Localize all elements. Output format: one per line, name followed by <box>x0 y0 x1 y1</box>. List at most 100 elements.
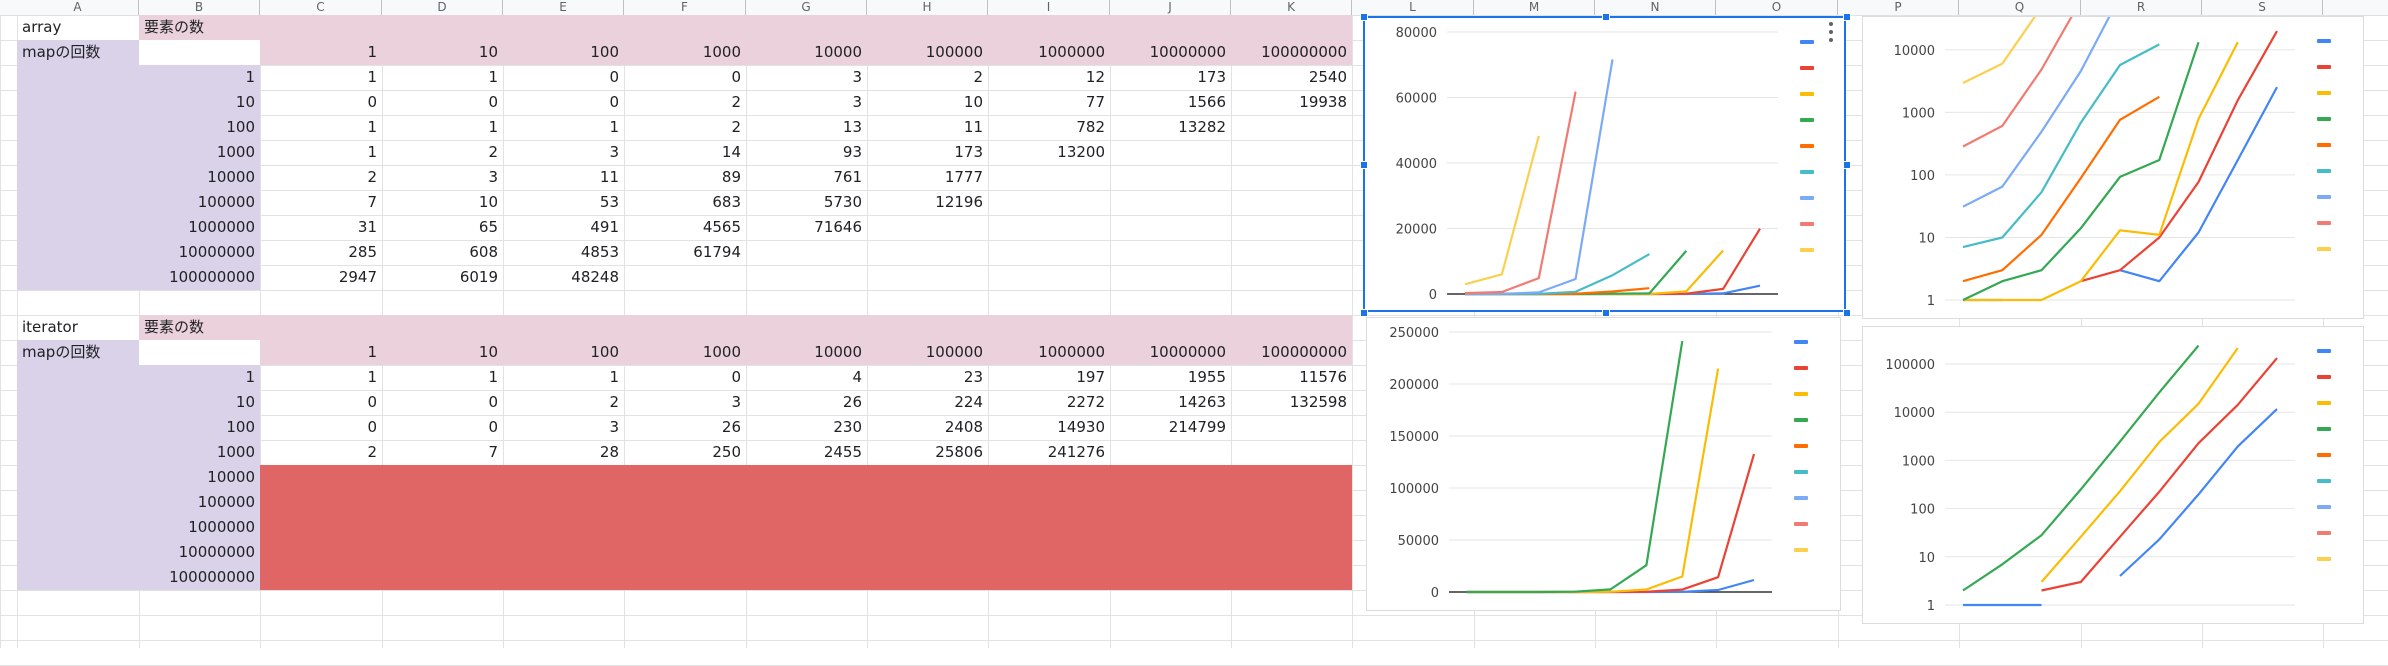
column-value-1[interactable]: 1 <box>367 343 377 361</box>
column-header-b[interactable]: B <box>139 0 260 15</box>
column-header-h[interactable]: H <box>867 0 988 15</box>
data-cell[interactable]: 25806 <box>935 443 983 461</box>
data-cell[interactable]: 2540 <box>1308 68 1347 86</box>
data-cell[interactable]: 3 <box>731 393 741 411</box>
data-cell[interactable]: 0 <box>488 418 498 436</box>
table-title[interactable]: array <box>22 18 62 36</box>
data-cell[interactable]: 23 <box>963 368 983 386</box>
column-header-l[interactable]: L <box>1352 0 1474 15</box>
column-header-i[interactable]: I <box>988 0 1110 15</box>
data-cell[interactable]: 53 <box>599 193 619 211</box>
data-cell[interactable]: 89 <box>721 168 741 186</box>
data-cell[interactable]: 65 <box>478 218 498 236</box>
row-label-10[interactable]: 10 <box>235 93 255 111</box>
data-cell[interactable]: 285 <box>348 243 377 261</box>
data-cell[interactable]: 3 <box>852 93 862 111</box>
data-cell[interactable]: 4 <box>852 368 862 386</box>
data-cell[interactable]: 214799 <box>1168 418 1226 436</box>
row-label-10000[interactable]: 10000 <box>207 468 255 486</box>
data-cell[interactable]: 7 <box>488 443 498 461</box>
column-header-a[interactable]: A <box>17 0 139 15</box>
chart-4[interactable]: 1 10 100 1000 10000 100000 <box>1862 326 2364 624</box>
row-label-10000000[interactable]: 10000000 <box>178 543 255 561</box>
data-cell[interactable]: 28 <box>599 443 619 461</box>
data-cell[interactable]: 241276 <box>1047 443 1105 461</box>
row-label-1[interactable]: 1 <box>245 368 255 386</box>
column-value-1000000[interactable]: 1000000 <box>1038 343 1105 361</box>
data-cell[interactable]: 61794 <box>693 243 741 261</box>
map-count-label[interactable]: mapの回数 <box>22 343 101 361</box>
data-cell[interactable]: 77 <box>1085 93 1105 111</box>
data-cell[interactable]: 1 <box>609 118 619 136</box>
data-cell[interactable]: 683 <box>712 193 741 211</box>
row-label-100000000[interactable]: 100000000 <box>169 568 255 586</box>
chart-1[interactable]: 0 20000 40000 60000 80000 <box>1360 13 1851 317</box>
row-label-100[interactable]: 100 <box>226 418 255 436</box>
data-cell[interactable]: 3 <box>609 143 619 161</box>
data-cell[interactable]: 5730 <box>823 193 862 211</box>
column-header-c[interactable]: C <box>260 0 382 15</box>
row-label-1[interactable]: 1 <box>245 68 255 86</box>
data-cell[interactable]: 2272 <box>1066 393 1105 411</box>
row-label-10[interactable]: 10 <box>235 393 255 411</box>
data-cell[interactable]: 2 <box>973 68 983 86</box>
column-value-10000000[interactable]: 10000000 <box>1149 343 1226 361</box>
data-cell[interactable]: 14 <box>721 143 741 161</box>
data-cell[interactable]: 13200 <box>1057 143 1105 161</box>
chart-3[interactable]: 0 50000 100000 150000 200000 250000 <box>1366 317 1841 611</box>
data-cell[interactable]: 13 <box>842 118 862 136</box>
data-cell[interactable]: 173 <box>1197 68 1226 86</box>
resize-handle[interactable] <box>1601 13 1610 21</box>
row-label-1000000[interactable]: 1000000 <box>188 218 255 236</box>
row-label-10000000[interactable]: 10000000 <box>178 243 255 261</box>
data-cell[interactable]: 1 <box>488 368 498 386</box>
table-title[interactable]: iterator <box>22 318 78 336</box>
data-cell[interactable]: 224 <box>954 393 983 411</box>
data-cell[interactable]: 0 <box>488 93 498 111</box>
row-label-100000[interactable]: 100000 <box>197 493 255 511</box>
resize-handle[interactable] <box>1360 309 1368 317</box>
data-cell[interactable]: 2455 <box>823 443 862 461</box>
data-cell[interactable]: 19938 <box>1299 93 1347 111</box>
data-cell[interactable]: 4853 <box>580 243 619 261</box>
row-label-1000000[interactable]: 1000000 <box>188 518 255 536</box>
data-cell[interactable]: 491 <box>590 218 619 236</box>
row-label-1000[interactable]: 1000 <box>216 443 255 461</box>
data-cell[interactable]: 2 <box>609 393 619 411</box>
data-cell[interactable]: 11576 <box>1299 368 1347 386</box>
column-header-s[interactable]: S <box>2202 0 2323 15</box>
column-value-1[interactable]: 1 <box>367 43 377 61</box>
element-count-label[interactable]: 要素の数 <box>144 318 205 336</box>
data-cell[interactable]: 1777 <box>944 168 983 186</box>
column-value-10[interactable]: 10 <box>478 43 498 61</box>
column-value-100000[interactable]: 100000 <box>925 343 983 361</box>
column-value-100000000[interactable]: 100000000 <box>1261 343 1347 361</box>
data-cell[interactable]: 1 <box>367 118 377 136</box>
data-cell[interactable]: 782 <box>1076 118 1105 136</box>
column-header-g[interactable]: G <box>746 0 867 15</box>
data-cell[interactable]: 761 <box>833 168 862 186</box>
column-value-1000000[interactable]: 1000000 <box>1038 43 1105 61</box>
data-cell[interactable]: 2947 <box>338 268 377 286</box>
data-cell[interactable]: 2 <box>731 118 741 136</box>
column-header-r[interactable]: R <box>2081 0 2202 15</box>
data-cell[interactable]: 10 <box>963 93 983 111</box>
column-value-1000[interactable]: 1000 <box>702 343 741 361</box>
data-cell[interactable]: 1 <box>367 143 377 161</box>
column-header-j[interactable]: J <box>1110 0 1231 15</box>
resize-handle[interactable] <box>1601 309 1610 317</box>
column-header-k[interactable]: K <box>1231 0 1352 15</box>
data-cell[interactable]: 3 <box>488 168 498 186</box>
data-cell[interactable]: 1 <box>367 68 377 86</box>
data-cell[interactable]: 173 <box>954 143 983 161</box>
column-value-100000[interactable]: 100000 <box>925 43 983 61</box>
column-value-10000000[interactable]: 10000000 <box>1149 43 1226 61</box>
column-header-p[interactable]: P <box>1838 0 1959 15</box>
data-cell[interactable]: 1 <box>488 68 498 86</box>
data-cell[interactable]: 0 <box>731 368 741 386</box>
data-cell[interactable]: 1955 <box>1187 368 1226 386</box>
column-value-10000[interactable]: 10000 <box>814 343 862 361</box>
resize-handle[interactable] <box>1843 309 1851 317</box>
data-cell[interactable]: 48248 <box>571 268 619 286</box>
data-cell[interactable]: 0 <box>367 418 377 436</box>
